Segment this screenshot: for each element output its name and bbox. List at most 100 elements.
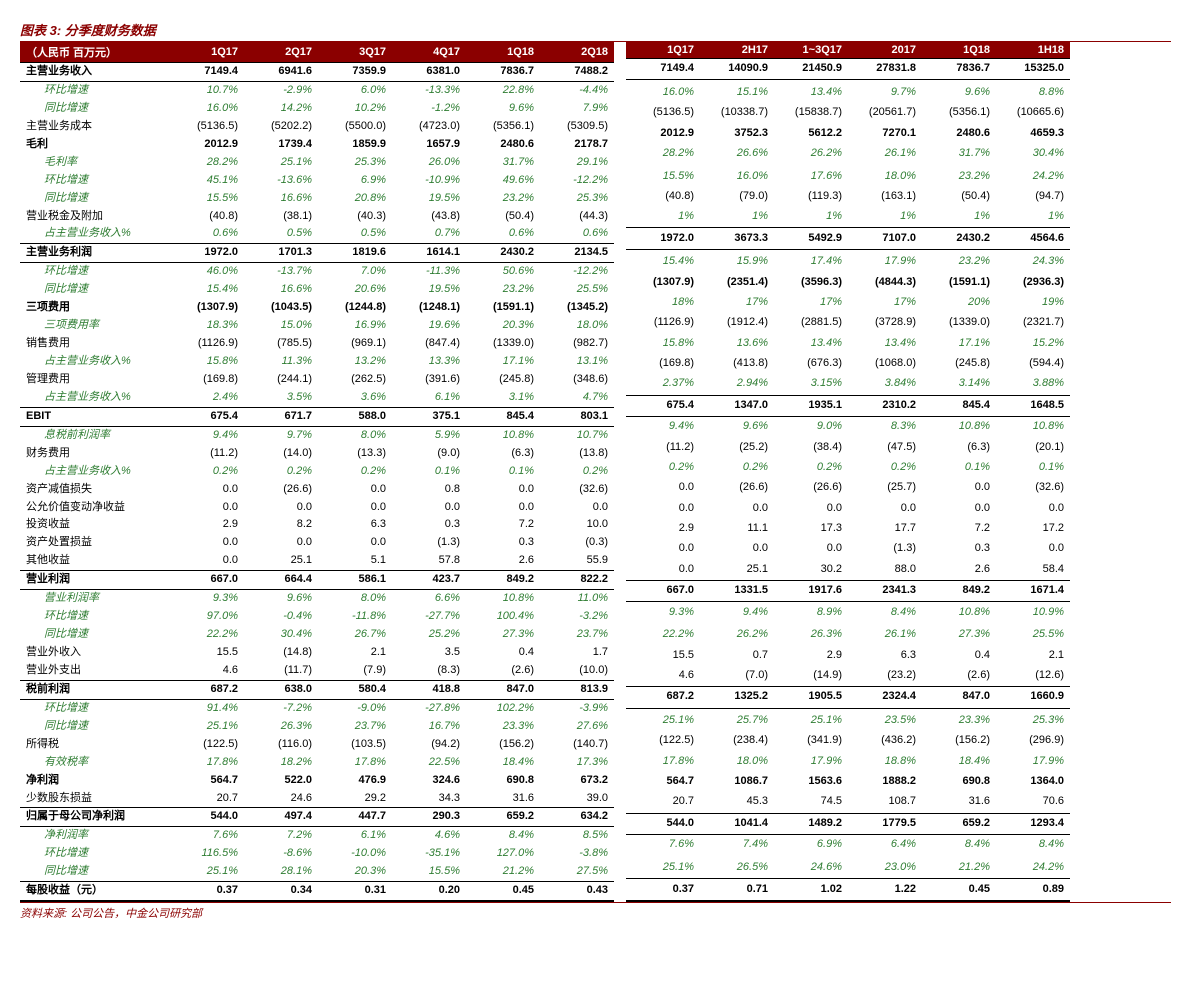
cell: 0.3 (922, 539, 996, 559)
cell: 16.6% (244, 281, 318, 299)
cell: 8.5% (540, 827, 614, 845)
cell: (47.5) (848, 437, 922, 457)
cell: 15.5% (626, 166, 700, 186)
table-row: 2.911.117.317.77.217.2 (626, 519, 1070, 539)
cell: 0.2% (540, 463, 614, 481)
cell: 1.22 (848, 879, 922, 902)
cell: 476.9 (318, 772, 392, 790)
cell: 0.0 (170, 552, 244, 570)
cell: 4.6% (392, 827, 466, 845)
row-label: 环比增速 (20, 81, 170, 99)
cell: 2341.3 (848, 580, 922, 601)
cell: 20.3% (318, 863, 392, 881)
cell: 55.9 (540, 552, 614, 570)
table-row: 税前利润687.2638.0580.4418.8847.0813.9 (20, 680, 614, 699)
table-row: 主营业务收入7149.46941.67359.96381.07836.77488… (20, 63, 614, 82)
cell: 17.9% (774, 752, 848, 772)
cell: 57.8 (392, 552, 466, 570)
cell: 15.5 (170, 644, 244, 662)
cell: 564.7 (170, 772, 244, 790)
cell: 667.0 (170, 571, 244, 590)
cell: 2.94% (700, 374, 774, 395)
cell: 108.7 (848, 792, 922, 813)
row-label: 同比增速 (20, 718, 170, 736)
cell: 25.1% (244, 154, 318, 172)
cell: (163.1) (848, 187, 922, 207)
cell: (5202.2) (244, 118, 318, 136)
cell: (1068.0) (848, 354, 922, 374)
cell: 7488.2 (540, 63, 614, 82)
cell: 3.15% (774, 374, 848, 395)
row-label: 销售费用 (20, 335, 170, 353)
cell: (262.5) (318, 371, 392, 389)
cell: 2134.5 (540, 244, 614, 263)
cell: 18.2% (244, 754, 318, 772)
cell: 0.6% (466, 225, 540, 243)
cell: 8.9% (774, 602, 848, 623)
cell: 19% (996, 293, 1070, 313)
cell: (982.7) (540, 335, 614, 353)
cell: 10.8% (466, 426, 540, 444)
cell: (3728.9) (848, 313, 922, 333)
cell: 17.9% (996, 752, 1070, 772)
cell: 21.2% (466, 863, 540, 881)
table-row: 687.21325.21905.52324.4847.01660.9 (626, 687, 1070, 708)
cell: 22.5% (392, 754, 466, 772)
row-label: 营业外支出 (20, 662, 170, 680)
cell: 17% (848, 293, 922, 313)
cell: (296.9) (996, 731, 1070, 751)
cell: 1325.2 (700, 687, 774, 708)
cell: -12.2% (540, 263, 614, 281)
cell: -27.8% (392, 699, 466, 717)
cell: 19.5% (392, 190, 466, 208)
cell: (40.8) (170, 208, 244, 226)
cell: 27.3% (922, 625, 996, 645)
cell: 25.1 (244, 552, 318, 570)
cell: (436.2) (848, 731, 922, 751)
cell: 0.0 (774, 498, 848, 518)
cell: 13.1% (540, 353, 614, 371)
cell: (14.9) (774, 666, 848, 687)
cell: 9.4% (626, 417, 700, 438)
cell: 13.3% (392, 353, 466, 371)
cell: 9.6% (466, 100, 540, 118)
cell: 0.0 (626, 559, 700, 580)
cell: 0.2% (170, 463, 244, 481)
row-label: 公允价值变动净收益 (20, 499, 170, 517)
cell: (6.3) (922, 437, 996, 457)
table-row: 营业税金及附加(40.8)(38.1)(40.3)(43.8)(50.4)(44… (20, 208, 614, 226)
cell: 0.71 (700, 879, 774, 902)
cell: 23.3% (466, 718, 540, 736)
table-row: 2.37%2.94%3.15%3.84%3.14%3.88% (626, 374, 1070, 395)
cell: 10.8% (466, 590, 540, 608)
cell: (1.3) (392, 534, 466, 552)
table-row: 0.00.00.0(1.3)0.30.0 (626, 539, 1070, 559)
cell: 17.4% (774, 252, 848, 272)
cell: (969.1) (318, 335, 392, 353)
cell: 25.7% (700, 711, 774, 731)
cell: (847.4) (392, 335, 466, 353)
cell: 2178.7 (540, 136, 614, 154)
cell: 0.0 (244, 499, 318, 517)
cell: 7149.4 (170, 63, 244, 82)
cell: (2936.3) (996, 273, 1070, 293)
cell: 17.6% (774, 166, 848, 186)
cell: 27.6% (540, 718, 614, 736)
cell: 8.4% (922, 835, 996, 856)
cell: (1126.9) (170, 335, 244, 353)
cell: 2.6 (466, 552, 540, 570)
cell: 522.0 (244, 772, 318, 790)
cell: 4.6 (170, 662, 244, 680)
table-row: 同比增速22.2%30.4%26.7%25.2%27.3%23.7% (20, 626, 614, 644)
cell: 28.2% (626, 144, 700, 164)
cell: 116.5% (170, 845, 244, 863)
table-row: 资产处置损益0.00.00.0(1.3)0.3(0.3) (20, 534, 614, 552)
cell: 0.0 (466, 481, 540, 499)
table-row: 25.1%25.7%25.1%23.5%23.3%25.3% (626, 711, 1070, 731)
cell: 7149.4 (626, 59, 700, 80)
cell: 9.7% (848, 83, 922, 103)
cell: 847.0 (922, 687, 996, 708)
cell: (25.2) (700, 437, 774, 457)
cell: 11.1 (700, 519, 774, 539)
cell: 7.6% (170, 827, 244, 845)
